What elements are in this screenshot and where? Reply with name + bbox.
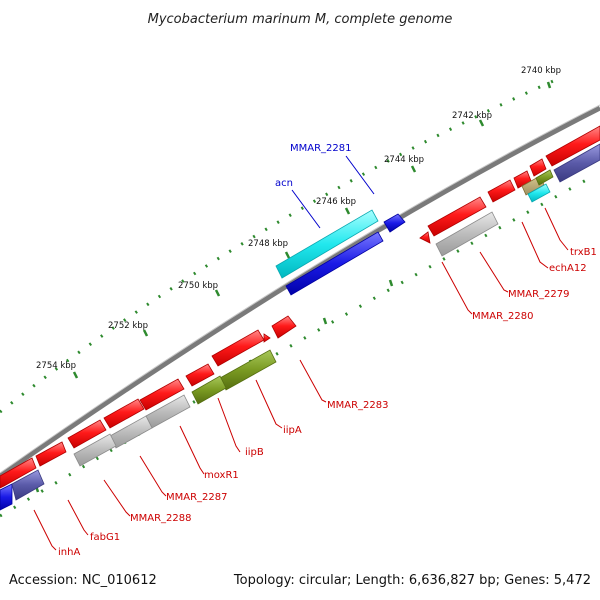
tick-label: 2748 kbp xyxy=(248,239,288,249)
genome-summary-text: Topology: circular; Length: 6,636,827 bp… xyxy=(233,573,591,588)
map-title: Mycobacterium marinum M, complete genome xyxy=(148,12,453,27)
gene-mmar2281[interactable] xyxy=(275,209,379,279)
gene-mmar2283[interactable] xyxy=(271,315,297,339)
gene-trxB1[interactable] xyxy=(527,169,554,203)
gene-red-lower-b[interactable] xyxy=(139,363,215,411)
gene-mmar2280[interactable] xyxy=(419,196,487,244)
tick-label: 2744 kbp xyxy=(384,155,424,165)
gene-mmar2287[interactable] xyxy=(103,398,153,449)
gene-mmar2279[interactable] xyxy=(435,211,499,257)
gene-iipB[interactable] xyxy=(191,375,227,405)
inner-tick-ring xyxy=(0,176,591,518)
tick-label: 2740 kbp xyxy=(521,66,561,76)
gene-inhA[interactable] xyxy=(0,457,45,511)
gene-fabG1[interactable] xyxy=(35,441,67,467)
label-fabG1: fabG1 xyxy=(90,532,120,543)
tick-label: 2754 kbp xyxy=(36,361,76,371)
label-mmar2283: MMAR_2283 xyxy=(327,400,389,411)
label-iipA: iipA xyxy=(283,425,302,436)
label-inhA: inhA xyxy=(58,547,80,558)
blue-leader-lines xyxy=(291,155,375,229)
label-moxR1: moxR1 xyxy=(204,470,239,481)
gene-mmar2288[interactable] xyxy=(67,419,117,467)
gene-red-right[interactable] xyxy=(487,125,600,203)
tick-label: 2750 kbp xyxy=(178,281,218,291)
label-trxB1: trxB1 xyxy=(570,247,597,258)
backbone-highlight xyxy=(0,104,600,474)
gene-slate-right[interactable] xyxy=(553,143,600,183)
label-iipB: iipB xyxy=(245,447,264,458)
gene-acn[interactable] xyxy=(285,231,384,296)
red-leader-lines xyxy=(33,207,569,551)
tick-label: 2752 kbp xyxy=(108,321,148,331)
label-mmar2280: MMAR_2280 xyxy=(472,311,534,322)
tick-label: 2746 kbp xyxy=(316,197,356,207)
label-mmar2279: MMAR_2279 xyxy=(508,289,570,300)
label-mmar2288: MMAR_2288 xyxy=(130,513,192,524)
gene-small-blue[interactable] xyxy=(383,213,406,233)
label-mmar2281: MMAR_2281 xyxy=(290,143,352,154)
tick-label: 2742 kbp xyxy=(452,111,492,121)
accession-text: Accession: NC_010612 xyxy=(9,573,157,588)
gene-red-lower-a[interactable] xyxy=(211,329,271,367)
label-echA12: echA12 xyxy=(549,263,587,274)
label-mmar2287: MMAR_2287 xyxy=(166,492,228,503)
label-acn: acn xyxy=(275,178,293,189)
